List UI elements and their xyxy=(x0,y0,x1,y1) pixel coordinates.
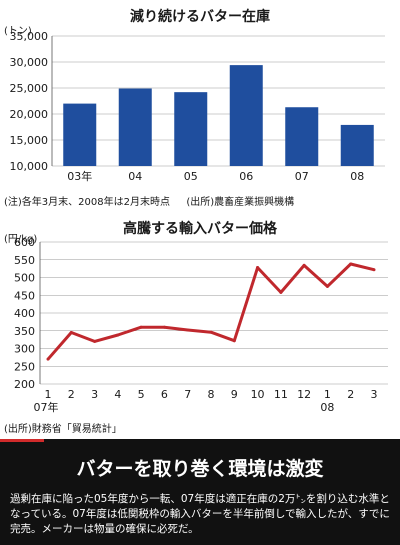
data-point xyxy=(279,290,283,294)
y-tick-label: 450 xyxy=(14,289,35,302)
x-tick-label: 06 xyxy=(239,170,253,183)
x-tick-label: 8 xyxy=(208,388,215,401)
x-tick-label: 9 xyxy=(231,388,238,401)
bar-chart-footnote: (注)各年3月末、2008年は2月末時点 (出所)農畜産業振興機構 xyxy=(4,193,294,208)
y-tick-label: 300 xyxy=(14,343,35,356)
data-point xyxy=(349,262,353,266)
banner-accent-bar xyxy=(0,439,44,442)
data-point xyxy=(372,268,376,272)
bar xyxy=(63,103,97,166)
x-tick-label: 7 xyxy=(184,388,191,401)
banner-body-text: 過剰在庫に陥った05年度から一転、07年度は適正在庫の2万㌧を割り込む水準となっ… xyxy=(10,493,390,535)
x-tick-label: 2 xyxy=(347,388,354,401)
y-tick-label: 15,000 xyxy=(10,134,49,147)
x-tick-label: 3 xyxy=(91,388,98,401)
x-tick-label: 05 xyxy=(184,170,198,183)
x-tick-label: 3 xyxy=(371,388,378,401)
bar-chart-unit: (トン) xyxy=(4,26,32,37)
y-tick-label: 30,000 xyxy=(10,56,49,69)
x-tick-label: 1 xyxy=(324,388,331,401)
y-tick-label: 550 xyxy=(14,254,35,267)
bar xyxy=(229,65,263,166)
bar-chart: 10,000 15,000 20,000 25,000 30,000 35,000 03年 0… xyxy=(10,30,385,183)
y-tick-label: 35,000 xyxy=(10,30,49,43)
y-tick-label: 250 xyxy=(14,360,35,373)
year-label: 07年 xyxy=(34,400,59,414)
data-point xyxy=(302,263,306,267)
x-tick-label: 08 xyxy=(350,170,364,183)
data-point xyxy=(256,266,260,270)
line-chart-unit: (円/kg) xyxy=(4,234,38,245)
data-point xyxy=(209,330,213,334)
bar-chart-title: 減り続けるバター在庫 xyxy=(130,9,270,25)
x-tick-label: 4 xyxy=(114,388,121,401)
x-tick-label: 6 xyxy=(161,388,168,401)
x-tick-label: 10 xyxy=(251,388,265,401)
data-point xyxy=(93,339,97,343)
y-tick-label: 10,000 xyxy=(10,160,49,173)
x-tick-label: 2 xyxy=(68,388,75,401)
y-tick-label: 20,000 xyxy=(10,108,49,121)
bar xyxy=(118,88,152,166)
y-tick-label: 400 xyxy=(14,307,35,320)
price-line xyxy=(46,262,375,361)
x-tick-label: 5 xyxy=(138,388,145,401)
bar xyxy=(174,92,208,166)
bar-chart-source: (出所)農畜産業振興機構 xyxy=(186,197,295,208)
x-tick-label: 03年 xyxy=(67,169,92,183)
data-point xyxy=(139,325,143,329)
y-tick-label: 600 xyxy=(14,236,35,249)
banner-headline: バターを取り巻く環境は激変 xyxy=(76,458,324,480)
y-tick-label: 350 xyxy=(14,325,35,338)
y-tick-label: 200 xyxy=(14,378,35,391)
bar-chart-note: (注)各年3月末、2008年は2月末時点 xyxy=(4,197,170,208)
x-tick-label: 1 xyxy=(45,388,52,401)
year-label: 08 xyxy=(320,401,334,414)
x-tick-label: 11 xyxy=(274,388,288,401)
data-point xyxy=(162,325,166,329)
data-point xyxy=(186,328,190,332)
line-chart-title: 高騰する輸入バター価格 xyxy=(123,221,277,237)
x-tick-label: 04 xyxy=(128,170,142,183)
y-tick-label: 500 xyxy=(14,272,35,285)
x-tick-label: 12 xyxy=(297,388,311,401)
data-point xyxy=(46,357,50,361)
bar xyxy=(340,124,374,166)
data-point xyxy=(116,333,120,337)
data-point xyxy=(325,284,329,288)
y-tick-label: 25,000 xyxy=(10,82,49,95)
x-tick-label: 07 xyxy=(295,170,309,183)
line-chart-source: (出所)財務省「貿易統計」 xyxy=(4,424,122,435)
summary-banner: バターを取り巻く環境は激変 過剰在庫に陥った05年度から一転、07年度は適正在庫… xyxy=(0,439,400,545)
bar xyxy=(285,107,319,166)
data-point xyxy=(232,339,236,343)
data-point xyxy=(69,331,73,335)
